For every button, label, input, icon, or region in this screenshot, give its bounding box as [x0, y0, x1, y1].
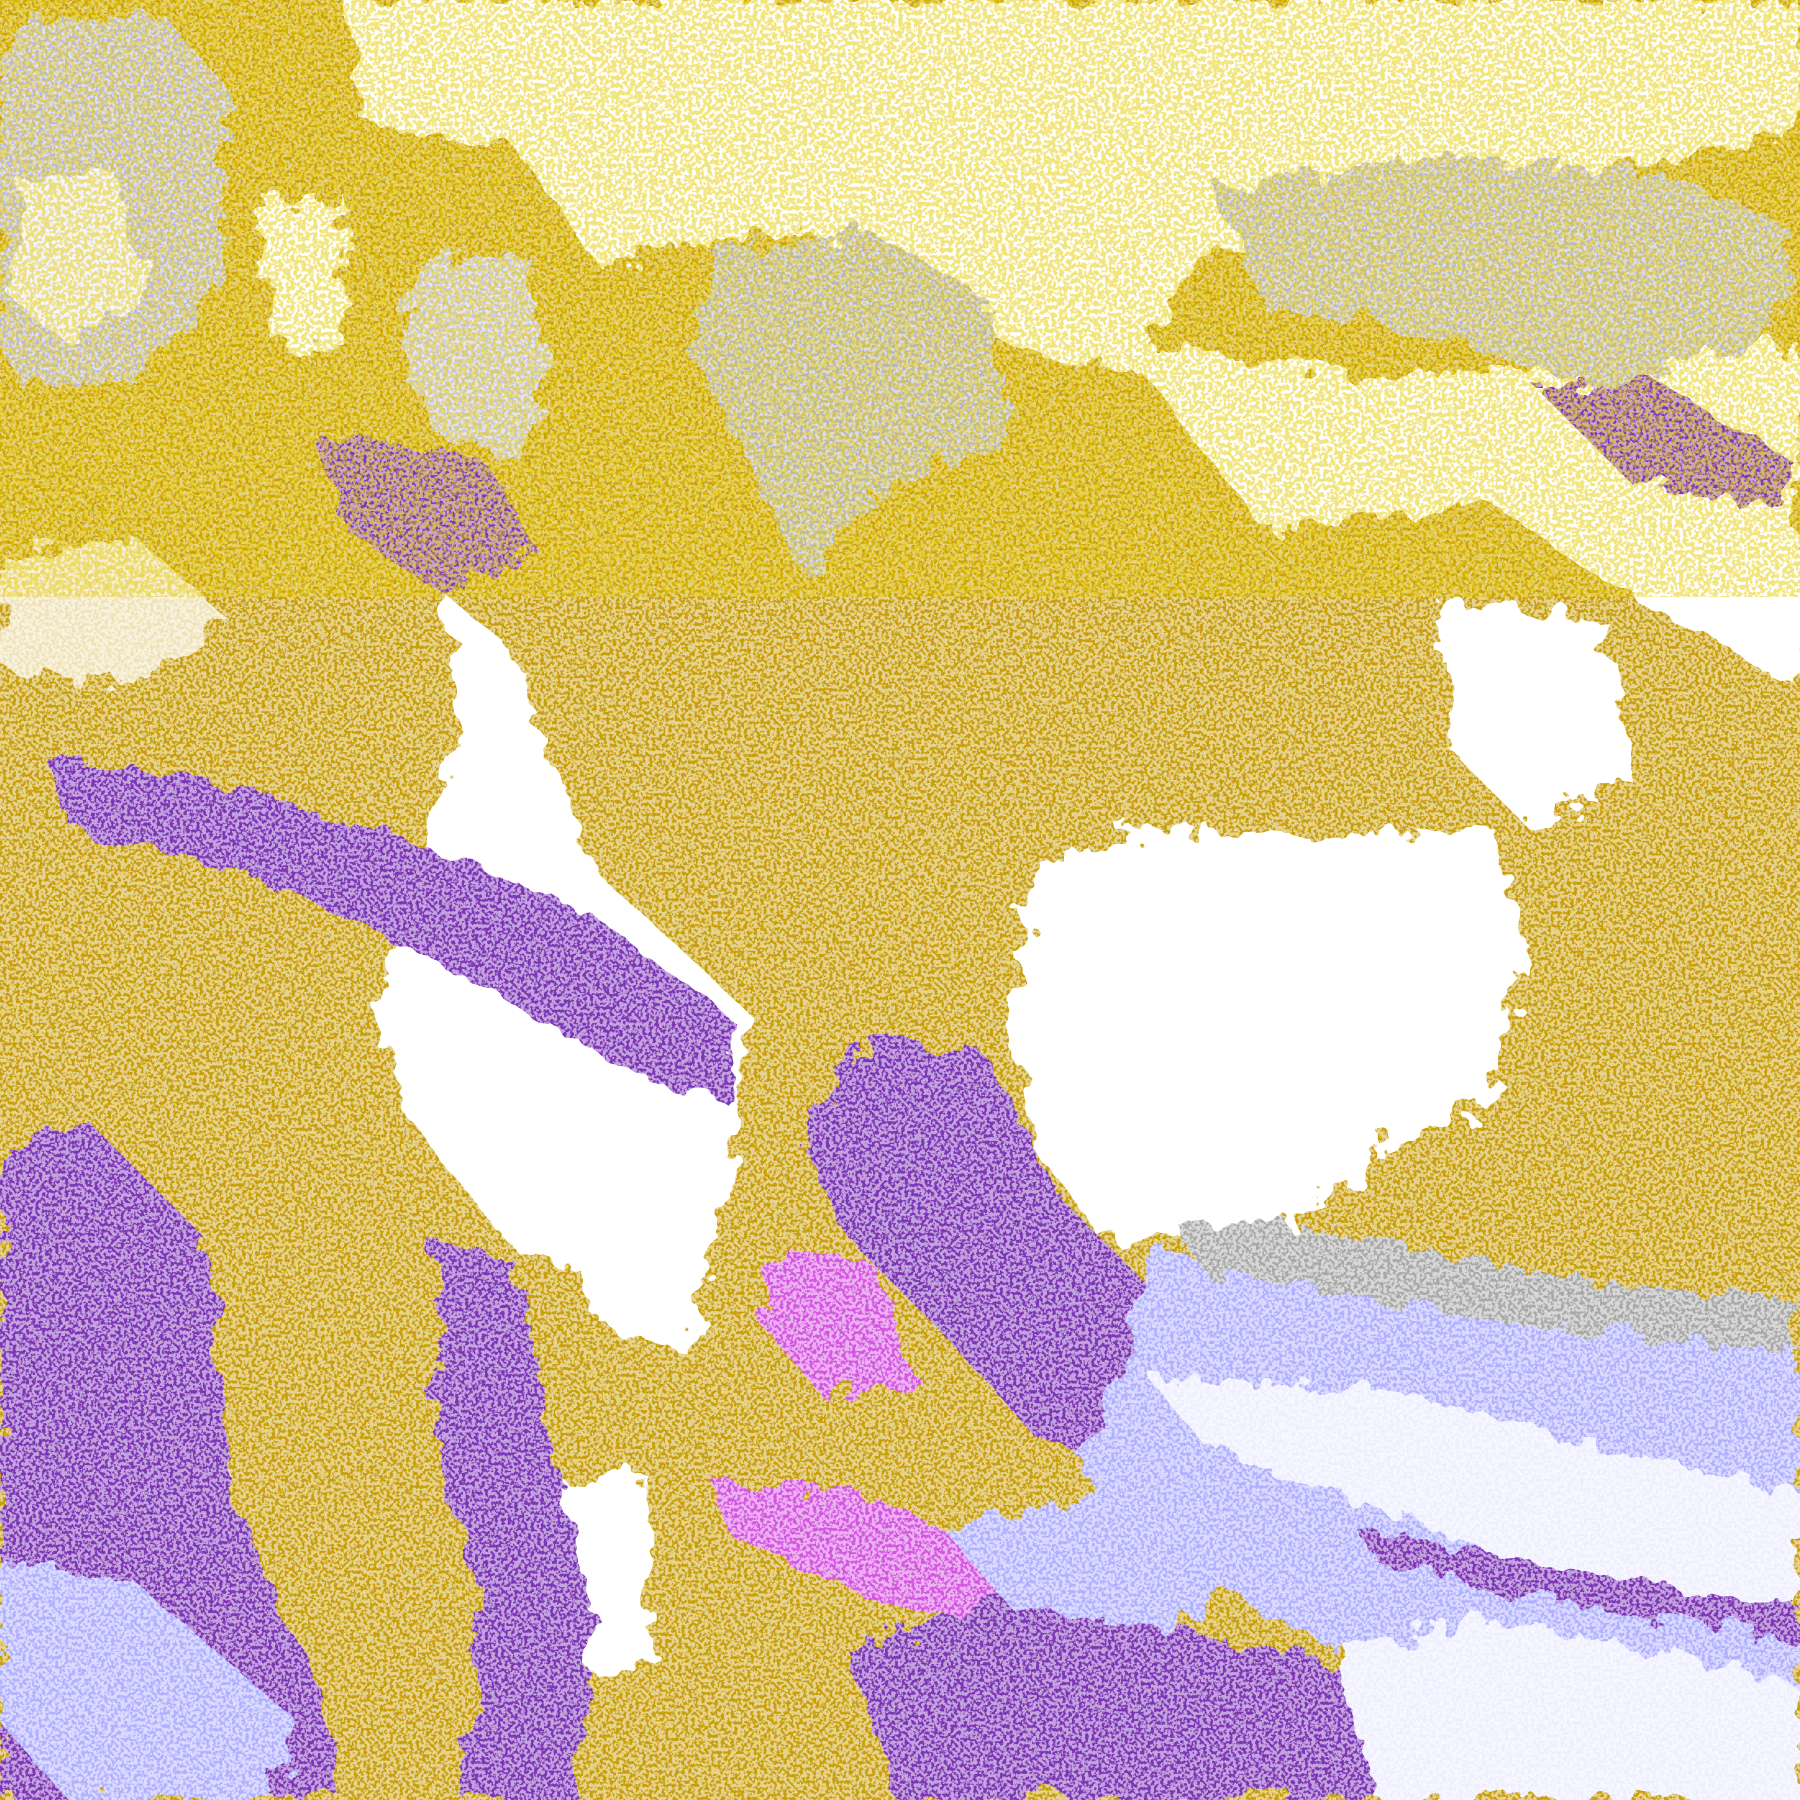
texture — [0, 0, 1800, 597]
